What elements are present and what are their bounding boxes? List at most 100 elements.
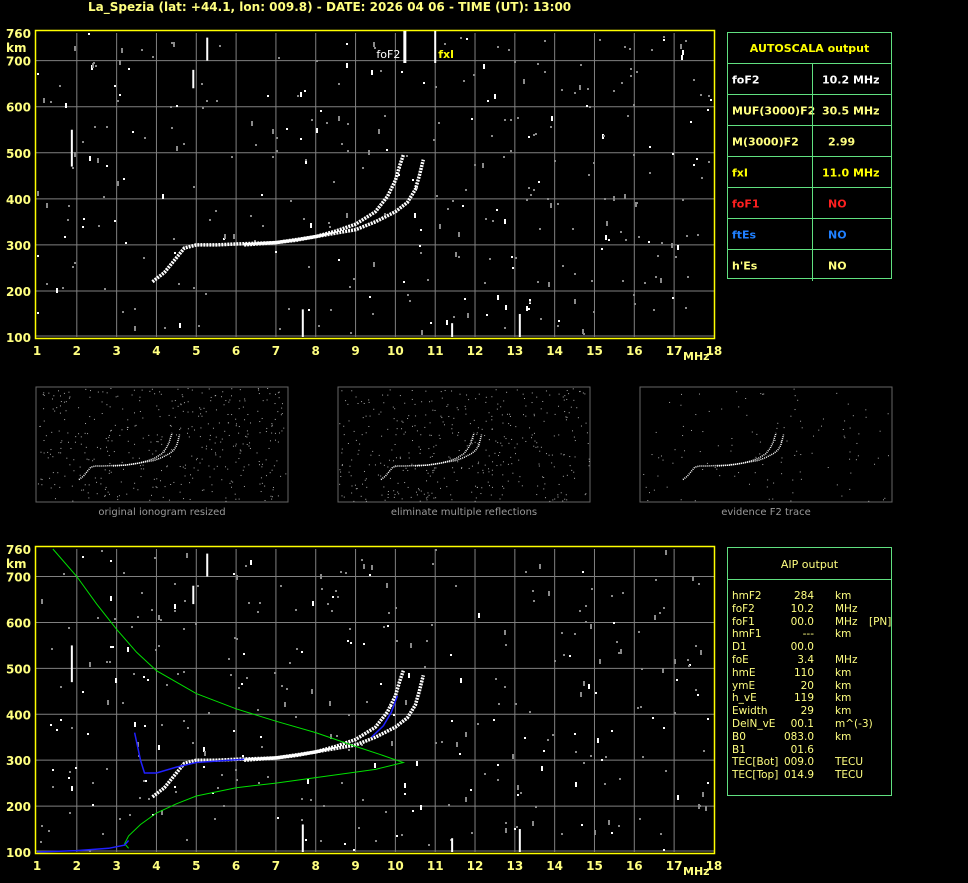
thumbnail-noise [425, 390, 427, 392]
aip-param-name: h_vE [732, 692, 757, 705]
thumbnail-noise [127, 440, 129, 442]
thumbnail-noise [104, 495, 106, 497]
noise-dot [633, 104, 635, 106]
noise-dot [284, 702, 286, 707]
thumbnail-noise [155, 450, 157, 452]
thumbnail-noise [487, 481, 489, 483]
thumbnail-noise [173, 481, 175, 483]
thumbnail-noise [227, 468, 229, 470]
noise-dot [231, 156, 233, 158]
noise-dot [362, 799, 364, 801]
thumbnail-noise [503, 436, 505, 438]
noise-dot [341, 782, 343, 784]
thumbnail-noise [393, 490, 395, 492]
thumbnail-noise [427, 496, 429, 498]
noise-dot [143, 780, 145, 782]
noise-dot [391, 741, 393, 746]
noise-dot [408, 673, 410, 678]
noise-dot [279, 328, 281, 330]
noise-dot [675, 256, 677, 258]
thumbnail-noise [73, 470, 75, 472]
thumbnail-noise [565, 419, 567, 421]
noise-dot [491, 135, 493, 137]
noise-dot [695, 645, 697, 647]
noise-dot [203, 747, 205, 752]
thumbnail-noise [585, 422, 587, 424]
thumbnail-noise [476, 486, 478, 488]
noise-dot [346, 63, 348, 68]
thumbnail-noise [156, 405, 158, 407]
thumbnail-noise [698, 393, 700, 395]
noise-dot [337, 596, 339, 598]
x-tick-label: 2 [73, 859, 81, 873]
thumbnail-noise [280, 414, 282, 416]
thumbnail-noise [529, 427, 531, 429]
thumbnail-noise [69, 396, 71, 398]
thumbnail-noise [171, 449, 173, 451]
noise-dot [277, 817, 279, 819]
noise-dot [676, 679, 678, 681]
thumbnail-noise [497, 442, 499, 444]
noise-dot [574, 733, 576, 735]
thumbnail-noise [109, 470, 111, 472]
thumbnail-noise [151, 388, 153, 390]
thumbnail-noise [549, 500, 551, 502]
noise-dot [92, 63, 94, 68]
thumbnail-noise [433, 469, 435, 471]
thumbnail-noise [58, 390, 60, 392]
thumbnail-noise [416, 430, 418, 432]
noise-dot [655, 579, 657, 581]
x-tick-label: 16 [626, 859, 643, 873]
thumbnail-noise [238, 408, 240, 410]
echo-stub [192, 585, 195, 605]
noise-dot [526, 306, 528, 311]
noise-dot [158, 645, 160, 647]
noise-dot [295, 609, 297, 611]
thumbnail-noise [68, 441, 70, 443]
noise-dot [71, 727, 73, 729]
noise-dot [267, 776, 269, 778]
thumbnail-noise [345, 400, 347, 402]
noise-dot [320, 840, 322, 842]
thumbnail-noise [746, 414, 748, 416]
thumbnail-noise [275, 393, 277, 395]
thumbnail-noise [856, 442, 858, 444]
thumbnail-noise [813, 435, 815, 437]
noise-dot [395, 607, 397, 609]
thumbnail-noise [502, 485, 504, 487]
noise-dot [374, 763, 376, 768]
x-axis-label: MHz [683, 350, 710, 363]
noise-dot [663, 727, 665, 729]
noise-dot [473, 74, 475, 76]
thumbnail-noise [865, 409, 867, 411]
noise-dot [119, 60, 121, 65]
thumbnail-noise [505, 438, 507, 440]
noise-dot [426, 640, 428, 642]
noise-dot [605, 235, 607, 240]
thumbnail-noise [458, 432, 460, 434]
thumbnail-noise [738, 406, 740, 408]
noise-dot [198, 325, 200, 327]
noise-dot [346, 43, 348, 45]
noise-dot [378, 129, 380, 134]
thumbnail-noise [438, 434, 440, 436]
noise-dot [587, 88, 589, 90]
noise-dot [700, 650, 702, 655]
thumbnail-noise [245, 435, 247, 437]
thumbnail-noise [195, 459, 197, 461]
noise-dot [604, 783, 606, 785]
noise-dot [580, 692, 582, 697]
noise-dot [401, 71, 403, 73]
thumbnail-noise [281, 407, 283, 409]
thumbnail-noise [539, 450, 541, 452]
noise-dot [48, 830, 50, 832]
noise-dot [254, 240, 256, 242]
thumbnail-noise [425, 414, 427, 416]
thumbnail-noise [442, 421, 444, 423]
noise-dot [591, 280, 593, 282]
thumbnail-noise [104, 494, 106, 496]
thumbnail-noise [49, 453, 51, 455]
noise-dot [430, 322, 432, 324]
thumbnail-noise [207, 423, 209, 425]
thumbnail-noise [152, 486, 154, 488]
